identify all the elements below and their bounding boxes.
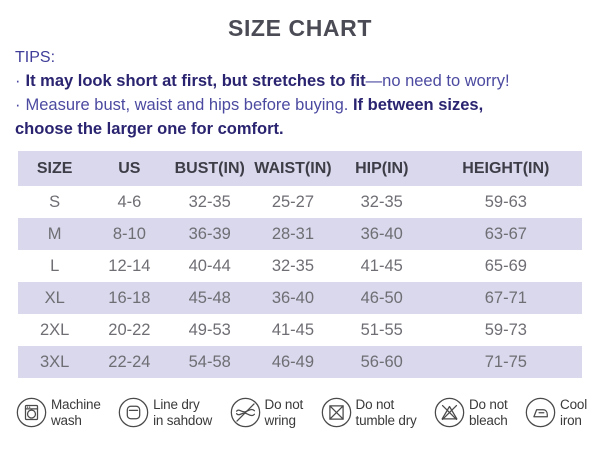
- col-header-bust: BUST(IN): [174, 159, 245, 177]
- col-header-height: HEIGHT(IN): [462, 159, 550, 177]
- table-header-row: SIZE US BUST(IN) WAIST(IN) HIP(IN) HEIGH…: [18, 151, 582, 186]
- cell-bust: 36-39: [188, 224, 231, 243]
- do-not-tumble-dry-icon: [321, 397, 352, 428]
- tip-line-2: · Measure bust, waist and hips before buy…: [15, 93, 590, 117]
- col-header-size: SIZE: [36, 159, 73, 177]
- cell-size: 3XL: [39, 352, 70, 371]
- cell-hip: 36-40: [360, 224, 403, 243]
- care-item-machine-wash: Machine wash: [16, 397, 101, 428]
- care-label-line1: Do not: [469, 397, 508, 412]
- cell-height: 67-71: [484, 288, 527, 307]
- cell-height: 59-73: [484, 320, 527, 339]
- cell-size: XL: [44, 288, 65, 307]
- cell-waist: 28-31: [271, 224, 315, 243]
- cell-height: 59-63: [484, 192, 527, 211]
- line-dry-icon: [118, 397, 149, 428]
- cell-us: 22-24: [108, 352, 151, 371]
- care-label-line2: in sahdow: [153, 412, 213, 428]
- care-item-do-not-tumble-dry: Do not tumble dry: [321, 397, 417, 428]
- table-row-3xl: 3XL 22-24 54-58 46-49 56-60 71-75: [18, 346, 582, 378]
- cell-bust: 40-44: [188, 256, 231, 275]
- do-not-wring-icon: [230, 397, 261, 428]
- cell-hip: 32-35: [360, 192, 403, 211]
- care-label-line2: bleach: [469, 412, 508, 428]
- cell-size: L: [50, 256, 60, 275]
- tip-2-bold-text: If between sizes,: [352, 96, 484, 114]
- cell-hip: 51-55: [360, 320, 403, 339]
- tips-label: TIPS:: [15, 49, 56, 66]
- care-label-line1: Line dry: [153, 397, 200, 412]
- size-table: SIZE US BUST(IN) WAIST(IN) HIP(IN) HEIGH…: [18, 151, 582, 378]
- table-row-s: S 4-6 32-35 25-27 32-35 59-63: [18, 186, 582, 218]
- col-header-hip: HIP(IN): [355, 159, 409, 177]
- tips-section: TIPS: · It may look short at first, but s…: [15, 47, 590, 141]
- care-item-do-not-wring: Do not wring: [230, 397, 304, 428]
- care-label-line2: wring: [264, 412, 296, 428]
- cell-hip: 56-60: [360, 352, 403, 371]
- table-row-xl: XL 16-18 45-48 36-40 46-50 67-71: [18, 282, 582, 314]
- cell-waist: 36-40: [271, 288, 315, 307]
- cell-us: 4-6: [117, 192, 142, 211]
- cell-us: 8-10: [112, 224, 146, 243]
- cell-us: 12-14: [108, 256, 151, 275]
- cell-bust: 32-35: [188, 192, 231, 211]
- care-label: Do not bleach: [469, 397, 508, 428]
- page-title: SIZE CHART: [228, 15, 372, 41]
- cell-waist: 46-49: [271, 352, 315, 371]
- care-label: Do not tumble dry: [356, 397, 417, 428]
- do-not-bleach-icon: [434, 397, 465, 428]
- care-label-line2: tumble dry: [355, 412, 417, 428]
- bullet: ·: [15, 96, 21, 114]
- care-item-cool-iron: Cool iron: [525, 397, 587, 428]
- cell-waist: 32-35: [271, 256, 315, 275]
- cell-size: 2XL: [39, 320, 70, 339]
- cell-height: 71-75: [484, 352, 527, 371]
- cell-bust: 45-48: [188, 288, 231, 307]
- table-row-m: M 8-10 36-39 28-31 36-40 63-67: [18, 218, 582, 250]
- tip-line-3: choose the larger one for comfort.: [15, 120, 284, 138]
- table-row-l: L 12-14 40-44 32-35 41-45 65-69: [18, 250, 582, 282]
- cool-iron-icon: [525, 397, 556, 428]
- care-label: Cool iron: [560, 397, 587, 428]
- cell-us: 20-22: [108, 320, 151, 339]
- care-label: Machine wash: [51, 397, 101, 428]
- cell-bust: 49-53: [188, 320, 231, 339]
- cell-size: M: [47, 224, 62, 243]
- care-label-line1: Do not: [355, 397, 395, 412]
- tip-1-bold-text: It may look short at first, but stretche…: [25, 72, 366, 90]
- care-label-line2: wash: [51, 412, 82, 428]
- bullet: ·: [15, 72, 21, 90]
- care-item-do-not-bleach: Do not bleach: [434, 397, 508, 428]
- care-label-line1: Machine: [51, 397, 101, 412]
- care-item-line-dry: Line dry in sahdow: [118, 397, 212, 428]
- cell-height: 65-69: [484, 256, 527, 275]
- table-row-2xl: 2XL 20-22 49-53 41-45 51-55 59-73: [18, 314, 582, 346]
- care-label: Do not wring: [265, 397, 304, 428]
- cell-us: 16-18: [108, 288, 151, 307]
- care-label-line2: iron: [560, 412, 582, 428]
- care-label-line1: Do not: [264, 397, 304, 412]
- care-label-line1: Cool: [560, 397, 587, 412]
- care-label: Line dry in sahdow: [153, 397, 212, 428]
- tip-2-regular-text: Measure bust, waist and hips before buyi…: [25, 96, 353, 114]
- machine-wash-icon: [16, 397, 47, 428]
- cell-height: 63-67: [484, 224, 527, 243]
- cell-waist: 41-45: [271, 320, 315, 339]
- cell-hip: 46-50: [360, 288, 403, 307]
- cell-hip: 41-45: [360, 256, 403, 275]
- care-instructions: Machine wash Line dry in sahdow: [16, 397, 587, 428]
- tip-1-regular-text: —no need to worry!: [365, 72, 510, 90]
- cell-size: S: [49, 192, 61, 211]
- cell-bust: 54-58: [188, 352, 231, 371]
- col-header-us: US: [118, 159, 141, 177]
- tip-line-1: · It may look short at first, but stretch…: [15, 69, 590, 93]
- col-header-waist: WAIST(IN): [254, 159, 332, 177]
- cell-waist: 25-27: [271, 192, 315, 211]
